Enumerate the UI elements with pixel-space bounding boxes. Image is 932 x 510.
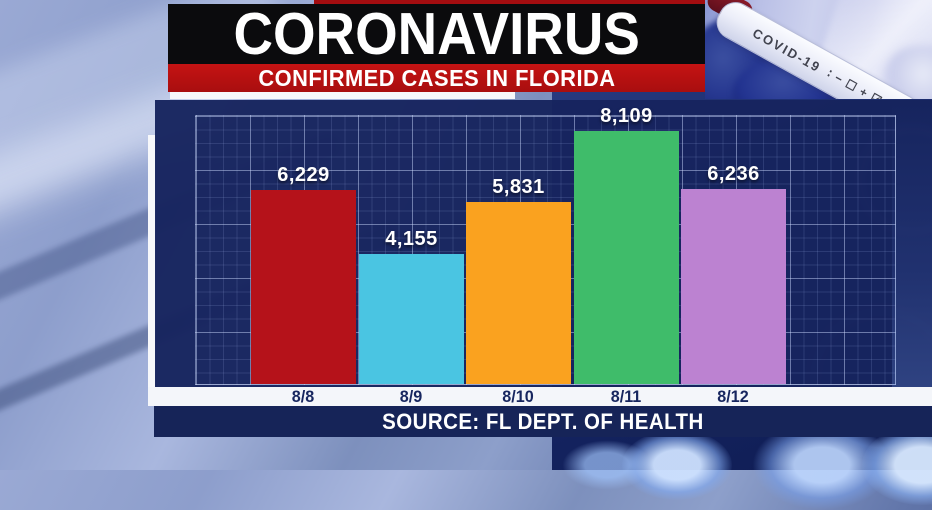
subtitle-text: CONFIRMED CASES IN FLORIDA (257, 64, 616, 91)
source-bar: SOURCE: FL DEPT. OF HEALTH (154, 406, 932, 437)
bar-8/11 (574, 131, 679, 384)
subtitle-banner: CONFIRMED CASES IN FLORIDA (168, 64, 705, 92)
x-axis-label: 8/8 (291, 387, 314, 406)
covid-test-tube-photo: COVID-19 ∶ − ☐ + ☑ (705, 0, 932, 99)
bar-value-label: 4,155 (385, 228, 438, 250)
bar-8/12 (681, 189, 786, 384)
panel-left-border (148, 135, 156, 387)
plot-area: 6,229 4,155 5,831 8,109 6,236 (195, 105, 896, 385)
headline-title: CORONAVIRUS (233, 0, 640, 68)
bar-8/9 (359, 254, 464, 384)
x-axis-label: 8/11 (610, 387, 641, 406)
panel-right-tint (892, 100, 932, 387)
x-axis-label: 8/10 (501, 387, 534, 406)
bar-8/10 (466, 202, 571, 384)
x-axis-label: 8/12 (716, 387, 749, 406)
virus-particle (562, 440, 652, 490)
x-axis-strip: 8/8 8/9 8/10 8/11 8/12 (148, 387, 932, 406)
bar-value-label: 6,236 (707, 163, 760, 185)
banner-underline (170, 92, 515, 99)
headline-banner: CORONAVIRUS (168, 1, 705, 67)
bar-value-label: 6,229 (277, 164, 330, 186)
chart-panel: 6,229 4,155 5,831 8,109 6,236 (155, 100, 932, 387)
bar-value-label: 8,109 (600, 105, 653, 127)
source-text: SOURCE: FL DEPT. OF HEALTH (382, 408, 704, 434)
bar-8/8 (251, 190, 356, 384)
top-red-accent-line (314, 0, 705, 5)
bar-value-label: 5,831 (492, 176, 545, 198)
x-axis-label: 8/9 (399, 387, 422, 406)
